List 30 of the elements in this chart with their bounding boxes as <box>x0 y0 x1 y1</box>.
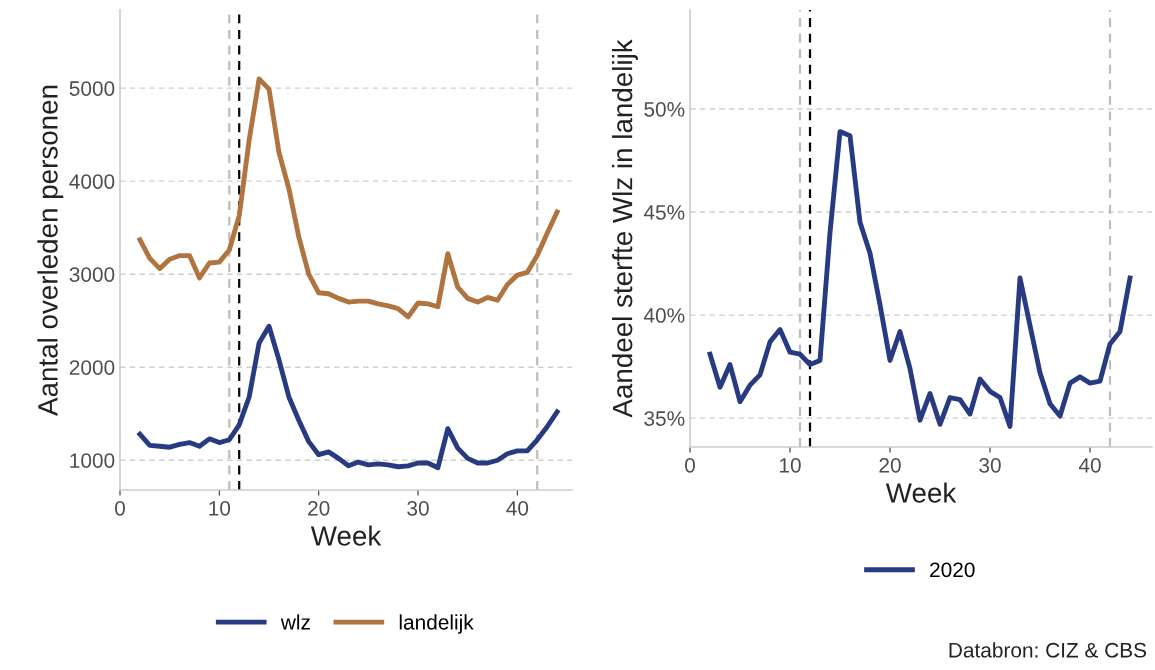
x-tick-label: 30 <box>407 500 429 516</box>
y-axis-title: Aandeel sterfte Wlz in landelijk <box>611 39 638 418</box>
y-tick-label: 5000 <box>69 81 115 96</box>
y-tick-label: 1000 <box>70 453 115 468</box>
x-tick-label: 10 <box>780 457 801 473</box>
legend-label: wlz <box>280 614 310 630</box>
x-tick-label: 0 <box>685 457 695 473</box>
x-tick-label: 0 <box>115 500 125 516</box>
x-tick-label: 20 <box>879 457 901 473</box>
y-tick-label: 35% <box>644 411 685 426</box>
line-series <box>137 76 560 320</box>
y-axis-title: Aantal overleden personen <box>37 85 64 416</box>
x-tick-label: 10 <box>209 500 231 516</box>
y-tick-label: 45% <box>643 205 685 220</box>
y-tick-label: 4000 <box>69 174 115 189</box>
line-series <box>137 323 560 471</box>
y-tick-label: 40% <box>643 308 685 323</box>
x-tick-label: 40 <box>1078 457 1101 473</box>
line-series <box>707 129 1133 429</box>
legend-label: landelijk <box>399 614 474 634</box>
x-tick-label: 30 <box>979 457 1001 473</box>
text: Databron: CIZ & CBS <box>949 642 1147 658</box>
x-tick-label: 40 <box>506 500 529 516</box>
y-tick-label: 2000 <box>69 360 115 375</box>
x-tick-label: 20 <box>308 500 330 516</box>
legend-label: 2020 <box>930 562 975 578</box>
x-axis-title: Week <box>310 525 382 546</box>
y-tick-label: 50% <box>644 101 685 117</box>
y-tick-label: 3000 <box>69 267 115 282</box>
x-axis-title: Week <box>885 482 957 503</box>
